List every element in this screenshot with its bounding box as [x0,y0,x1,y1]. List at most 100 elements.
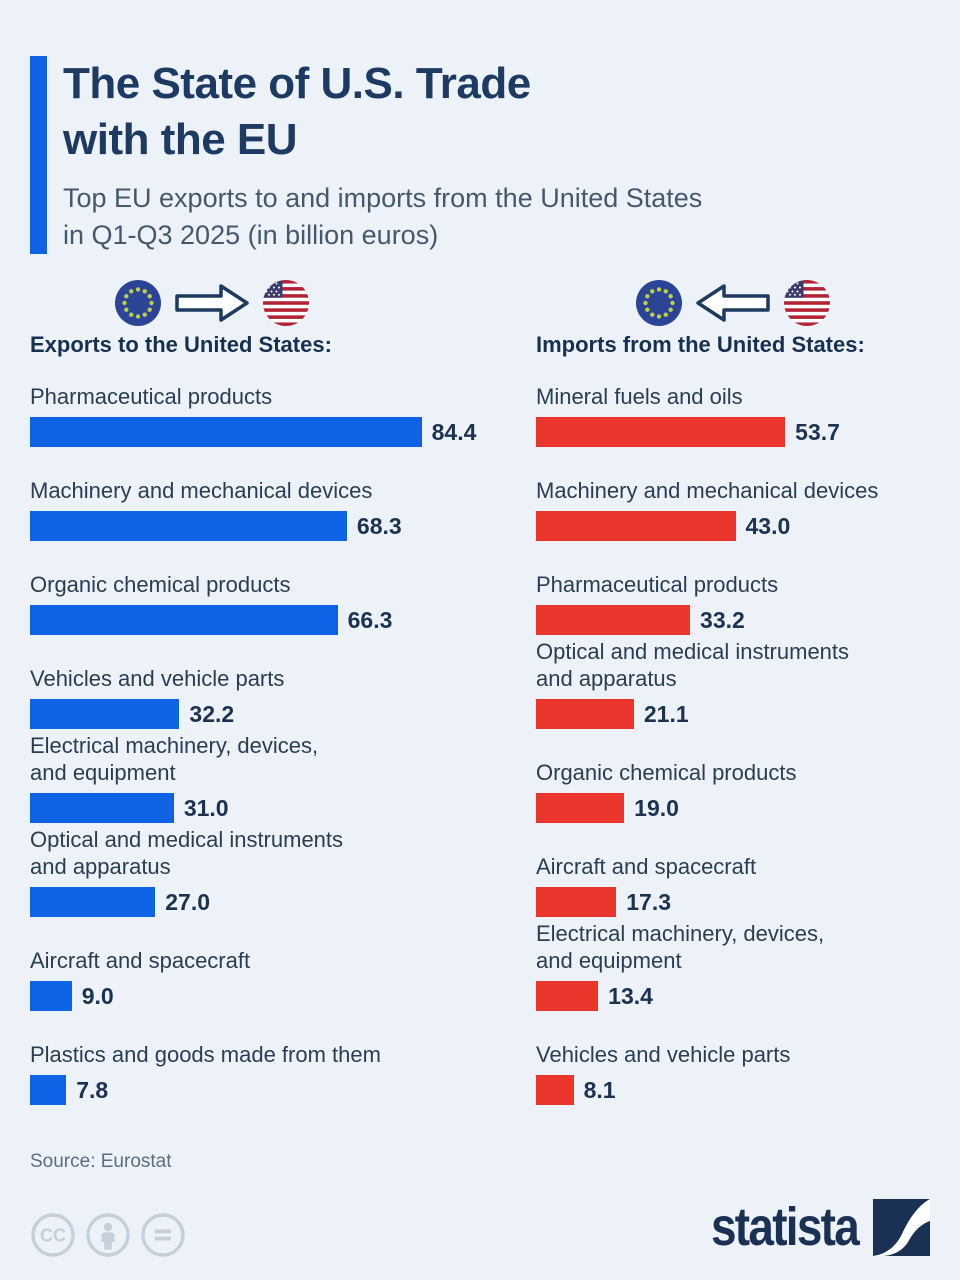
export-bar-item: Electrical machinery, devices, and equip… [30,729,536,823]
imports-column-heading: Imports from the United States: [536,332,865,357]
title-block: The State of U.S. Trade with the EU Top … [63,56,702,254]
page-title: The State of U.S. Trade with the EU [63,59,531,164]
us-flag-icon [784,280,830,326]
title-accent-bar [30,56,47,254]
cc-icon: CC [31,1213,75,1257]
header: The State of U.S. Trade with the EU Top … [0,0,960,254]
import-bar-item: Pharmaceutical products 33.2 [536,541,930,635]
bar-chart: Pharmaceutical products 84.4 Mineral fue… [0,353,960,1105]
bar-value: 66.3 [347,606,393,633]
export-bar-item: Optical and medical instruments and appa… [30,823,536,917]
import-bar [536,887,617,917]
page-subtitle: Top EU exports to and imports from the U… [63,183,703,250]
bar-label: Organic chemical products [30,572,291,597]
us-flag-icon [263,280,309,326]
import-bar [536,511,736,541]
bar-value: 17.3 [626,888,672,915]
export-bar-item: Pharmaceutical products 84.4 [30,353,536,447]
bar-label: Electrical machinery, devices, and equip… [30,733,319,785]
chart-row: Pharmaceutical products 84.4 Mineral fue… [0,353,960,447]
import-bar-item: Mineral fuels and oils 53.7 [536,353,930,447]
chart-row: Machinery and mechanical devices 68.3 Ma… [0,447,960,541]
export-bar [30,887,156,917]
source-note: Source: Eurostat [30,1151,172,1172]
svg-text:CC: CC [40,1226,66,1246]
exports-column-heading: Exports to the United States: [30,332,332,357]
chart-row: Plastics and goods made from them 7.8 Ve… [0,1011,960,1105]
import-bar [536,981,599,1011]
import-bar [536,417,786,447]
bar-label: Optical and medical instruments and appa… [30,827,344,879]
export-bar-item: Vehicles and vehicle parts 32.2 [30,635,536,729]
chart-row: Vehicles and vehicle parts 32.2 Optical … [0,635,960,729]
bar-value: 31.0 [183,794,229,821]
import-bar [536,699,634,729]
export-bar-item: Machinery and mechanical devices 68.3 [30,447,536,541]
export-bar-item: Plastics and goods made from them 7.8 [30,1011,536,1105]
bar-value: 7.8 [76,1076,109,1103]
flow-icons-row [0,280,960,326]
bar-value: 68.3 [356,512,402,539]
imports-flow-group [636,280,930,326]
bar-label: Pharmaceutical products [536,572,779,597]
attribution-person-icon [86,1213,130,1257]
bar-label: Electrical machinery, devices, and equip… [536,921,825,973]
statista-logo-icon [873,1199,930,1256]
import-bar-item: Optical and medical instruments and appa… [536,635,930,729]
bar-value: 9.0 [81,982,114,1009]
bar-value: 84.4 [431,418,477,445]
export-bar [30,981,72,1011]
import-bar [536,793,625,823]
arrow-left-icon [696,284,770,322]
footer: CC statista [0,1199,960,1258]
bar-label: Vehicles and vehicle parts [30,666,285,691]
import-bar-item: Electrical machinery, devices, and equip… [536,917,930,1011]
eu-flag-icon [636,280,682,326]
bar-value: 8.1 [583,1076,616,1103]
chart-row: Optical and medical instruments and appa… [0,823,960,917]
import-bar [536,1075,574,1105]
export-bar-item: Organic chemical products 66.3 [30,541,536,635]
bar-label: Organic chemical products [536,760,797,785]
bar-value: 32.2 [189,700,235,727]
bar-label: Vehicles and vehicle parts [536,1042,791,1067]
bar-label: Optical and medical instruments and appa… [536,639,850,691]
import-bar-item: Aircraft and spacecraft 17.3 [536,823,930,917]
bar-label: Aircraft and spacecraft [536,854,757,879]
import-bar [536,605,691,635]
bar-label: Pharmaceutical products [30,384,273,409]
bar-value: 53.7 [795,418,840,445]
export-bar [30,699,180,729]
exports-flow-group [115,280,536,326]
bar-value: 27.0 [165,888,211,915]
arrow-right-icon [175,284,249,322]
export-bar [30,605,338,635]
export-bar-item: Aircraft and spacecraft 9.0 [30,917,536,1011]
bar-value: 21.1 [643,700,689,727]
bar-label: Machinery and mechanical devices [536,478,879,503]
column-headings: Exports to the United States: Imports fr… [0,332,960,358]
import-bar-item: Organic chemical products 19.0 [536,729,930,823]
chart-row: Electrical machinery, devices, and equip… [0,729,960,823]
bar-label: Plastics and goods made from them [30,1042,381,1067]
bar-label: Machinery and mechanical devices [30,478,373,503]
export-bar [30,417,422,447]
bar-value: 33.2 [700,606,745,633]
bar-value: 43.0 [745,512,791,539]
export-bar [30,511,347,541]
bar-label: Aircraft and spacecraft [30,948,251,973]
statista-logo: statista [685,1199,930,1258]
chart-row: Organic chemical products 66.3 Pharmaceu… [0,541,960,635]
bar-value: 13.4 [608,982,653,1009]
statista-wordmark: statista [710,1197,860,1257]
equals-icon [141,1213,185,1257]
license-icons: CC [30,1212,186,1258]
bar-value: 19.0 [634,794,679,821]
export-bar [30,1075,67,1105]
bar-label: Mineral fuels and oils [536,384,743,409]
export-bar [30,793,174,823]
eu-flag-icon [115,280,161,326]
import-bar-item: Machinery and mechanical devices 43.0 [536,447,930,541]
chart-row: Aircraft and spacecraft 9.0 Electrical m… [0,917,960,1011]
